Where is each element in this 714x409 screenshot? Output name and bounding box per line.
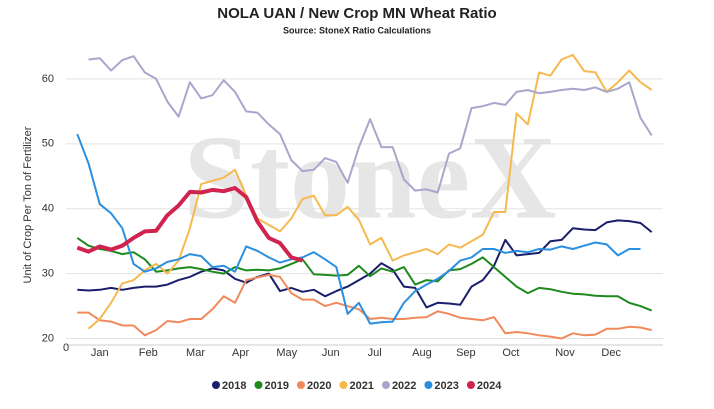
series-line [76,237,653,312]
series-line [88,55,653,194]
legend-marker [424,381,433,389]
x-tick-label: Oct [502,347,519,359]
y-tick-label: 40 [42,203,54,215]
legend: 2018 2019 2020 2021 2022 2023 2024 [212,380,502,392]
legend-label: 2020 [307,380,331,392]
x-tick-label: Apr [232,347,249,359]
legend-marker [466,381,475,389]
legend-label: 2019 [264,380,288,392]
x-tick-label: Jan [91,347,109,359]
x-tick-label: 0 [63,342,69,354]
chart-subtitle: Source: StoneX Ratio Calculations [283,25,431,35]
x-tick-label: Sep [456,347,476,359]
legend-label: 2024 [477,380,502,392]
series-line [76,186,304,263]
series-line [77,219,653,309]
x-tick-label: Mar [186,347,205,359]
x-tick-label: Jul [368,347,382,359]
series-line [76,133,641,325]
x-tick-label: Nov [555,347,575,359]
y-axis-label: Unit of Crop Per Ton of Fertilizer [22,126,34,283]
series-line [87,53,653,330]
legend-label: 2018 [222,380,246,392]
y-tick-label: 30 [42,268,54,280]
watermark: StoneX [183,111,556,244]
legend-marker [212,381,220,389]
legend-label: 2021 [349,380,373,392]
x-tick-label: Dec [601,347,621,359]
chart-title: NOLA UAN / New Crop MN Wheat Ratio [217,5,496,22]
legend-marker [339,381,348,389]
legend-marker [296,381,305,389]
y-tick-label: 60 [42,73,54,85]
x-tick-label: Aug [412,347,432,359]
legend-marker [254,381,263,389]
x-tick-label: Feb [139,347,158,359]
legend-label: 2023 [434,380,458,392]
y-tick-label: 50 [42,138,54,150]
legend-label: 2022 [392,380,416,392]
x-tick-label: Jun [322,347,340,359]
legend-marker [381,381,390,389]
x-tick-label: May [276,347,297,359]
y-tick-label: 20 [42,332,54,344]
